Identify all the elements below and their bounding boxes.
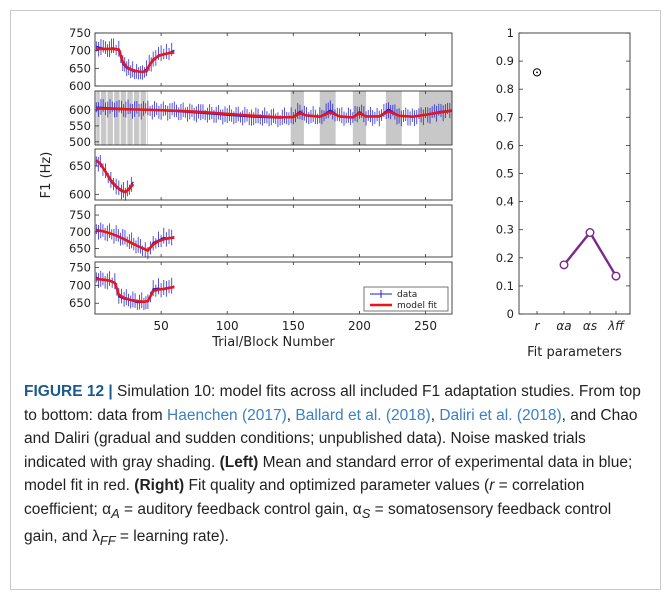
model-fit-line (96, 228, 175, 252)
model-fit-line (96, 107, 453, 119)
subplot-3: 600 650 (69, 148, 453, 201)
caption-text-2: , (286, 406, 296, 424)
model-fit-line (96, 277, 175, 304)
right-y-tick-label: 0.6 (496, 138, 514, 152)
right-y-tick-label: 1 (507, 26, 514, 40)
y-tick-label: 650 (69, 242, 91, 256)
right-x-tick-label: αa (556, 319, 571, 333)
parameter-point (585, 228, 595, 238)
r-value-dot (536, 71, 538, 74)
fit-parameters-panel: 0 0.1 0.2 0.3 0.4 0.5 0.6 0.7 0.8 0.9 1 r αa αs λff Fit… (496, 26, 631, 360)
y-tick-label: 550 (69, 119, 91, 133)
y-tick-label: 600 (69, 187, 91, 201)
parameter-point (559, 260, 569, 270)
subplot-2: 500 550 600 (69, 90, 453, 149)
ref-ballard-link[interactable]: Ballard et al. (2018) (295, 406, 431, 424)
y-tick-label: 700 (69, 44, 91, 58)
x-tick-label: 50 (153, 319, 168, 333)
y-tick-label: 500 (69, 135, 91, 149)
figure-12-plots: 6006507007505005506006006506507007506507… (39, 26, 631, 360)
x-tick-label: 250 (414, 319, 437, 333)
legend-box (363, 286, 449, 312)
caption-sub-ff: FF (99, 533, 116, 549)
caption-text-4: , and Chao and Daliri (gradual and sudde… (24, 406, 638, 471)
right-y-tick-label: 0.7 (496, 110, 514, 124)
caption-text-5: Mean and standard error of experimental … (24, 453, 633, 495)
right-y-tick-label: 0.4 (496, 195, 514, 209)
y-tick-label: 750 (69, 26, 91, 40)
right-y-tick-label: 0.5 (496, 167, 514, 181)
caption-sub-s: S (361, 505, 371, 521)
subplot-frame (94, 261, 453, 315)
x-tick-label: 100 (216, 319, 239, 333)
noise-mask-shading (418, 91, 452, 145)
figure-caption: FIGURE 12 | Simulation 10: model fits ac… (24, 380, 646, 553)
model-fit-line (95, 159, 135, 194)
ref-haenchen-link[interactable]: Haenchen (2017) (167, 406, 287, 424)
right-y-tick-label: 0.1 (496, 279, 514, 293)
y-tick-label: 650 (69, 159, 91, 173)
right-x-tick-label: λff (607, 319, 625, 333)
caption-text-9: = somatosensory feedback control gain, a… (24, 500, 612, 546)
subplot-background (95, 33, 452, 86)
y-tick-label: 700 (69, 278, 91, 292)
subplot-4: 650 700 750 (69, 204, 453, 260)
subplot-frame (94, 148, 453, 201)
right-y-tick-label: 0.8 (496, 82, 514, 96)
y-tick-label: 750 (69, 260, 91, 274)
right-y-tick-label: 0.9 (496, 54, 514, 68)
caption-right-label: (Right) (134, 477, 185, 494)
caption-text-7: = correlation coefficient; α (24, 477, 585, 518)
parameter-point (611, 271, 621, 281)
noise-mask-shading (385, 91, 402, 145)
caption-text-6: Fit quality and optimized parameter valu… (184, 477, 490, 494)
caption-text-8: = auditory feedback control gain, α (119, 500, 362, 518)
caption-sub-a: A (111, 505, 120, 521)
y-tick-label: 650 (69, 61, 91, 75)
subplot-frame (94, 204, 453, 258)
y-tick-label: 650 (69, 296, 91, 310)
right-x-axis-label: Fit parameters (527, 345, 622, 360)
caption-text-10: = learning rate). (115, 528, 229, 546)
noise-mask-shading (319, 91, 336, 145)
subplot-frame (94, 32, 453, 87)
legend-data-label: data (397, 290, 417, 300)
right-x-tick-label: r (535, 319, 541, 333)
x-tick-label: 150 (282, 319, 305, 333)
subplot-frame (94, 90, 453, 146)
right-y-tick-label: 0.3 (496, 223, 514, 237)
y-axis-label: F1 (Hz) (39, 152, 54, 199)
caption-left-label: (Left) (219, 453, 259, 471)
y-tick-label: 600 (69, 103, 91, 117)
x-tick-label: 200 (348, 319, 371, 333)
caption-r-symbol: r (489, 477, 495, 494)
y-tick-label: 700 (69, 225, 91, 239)
figure-label: FIGURE 12 | (24, 383, 113, 400)
y-tick-label: 600 (69, 79, 91, 93)
y-tick-label: 750 (69, 208, 91, 222)
right-y-tick-label: 0 (507, 307, 514, 321)
right-y-tick-label: 0.2 (496, 251, 514, 265)
legend-model-label: model fit (397, 301, 438, 311)
noise-mask-shading (96, 91, 148, 145)
caption-text-1: Simulation 10: model fits across all inc… (24, 383, 641, 424)
caption-text-3: , (430, 406, 440, 424)
r-value-marker (532, 68, 542, 77)
ref-daliri-link[interactable]: Daliri et al. (2018) (439, 406, 562, 424)
subplot-1: 600 650 700 750 (69, 26, 453, 93)
x-axis-label: Trial/Block Number (211, 335, 335, 350)
subplot-background (95, 205, 452, 257)
subplot-background (95, 149, 452, 200)
model-fit-line (96, 47, 175, 74)
right-x-tick-label: αs (583, 319, 597, 333)
